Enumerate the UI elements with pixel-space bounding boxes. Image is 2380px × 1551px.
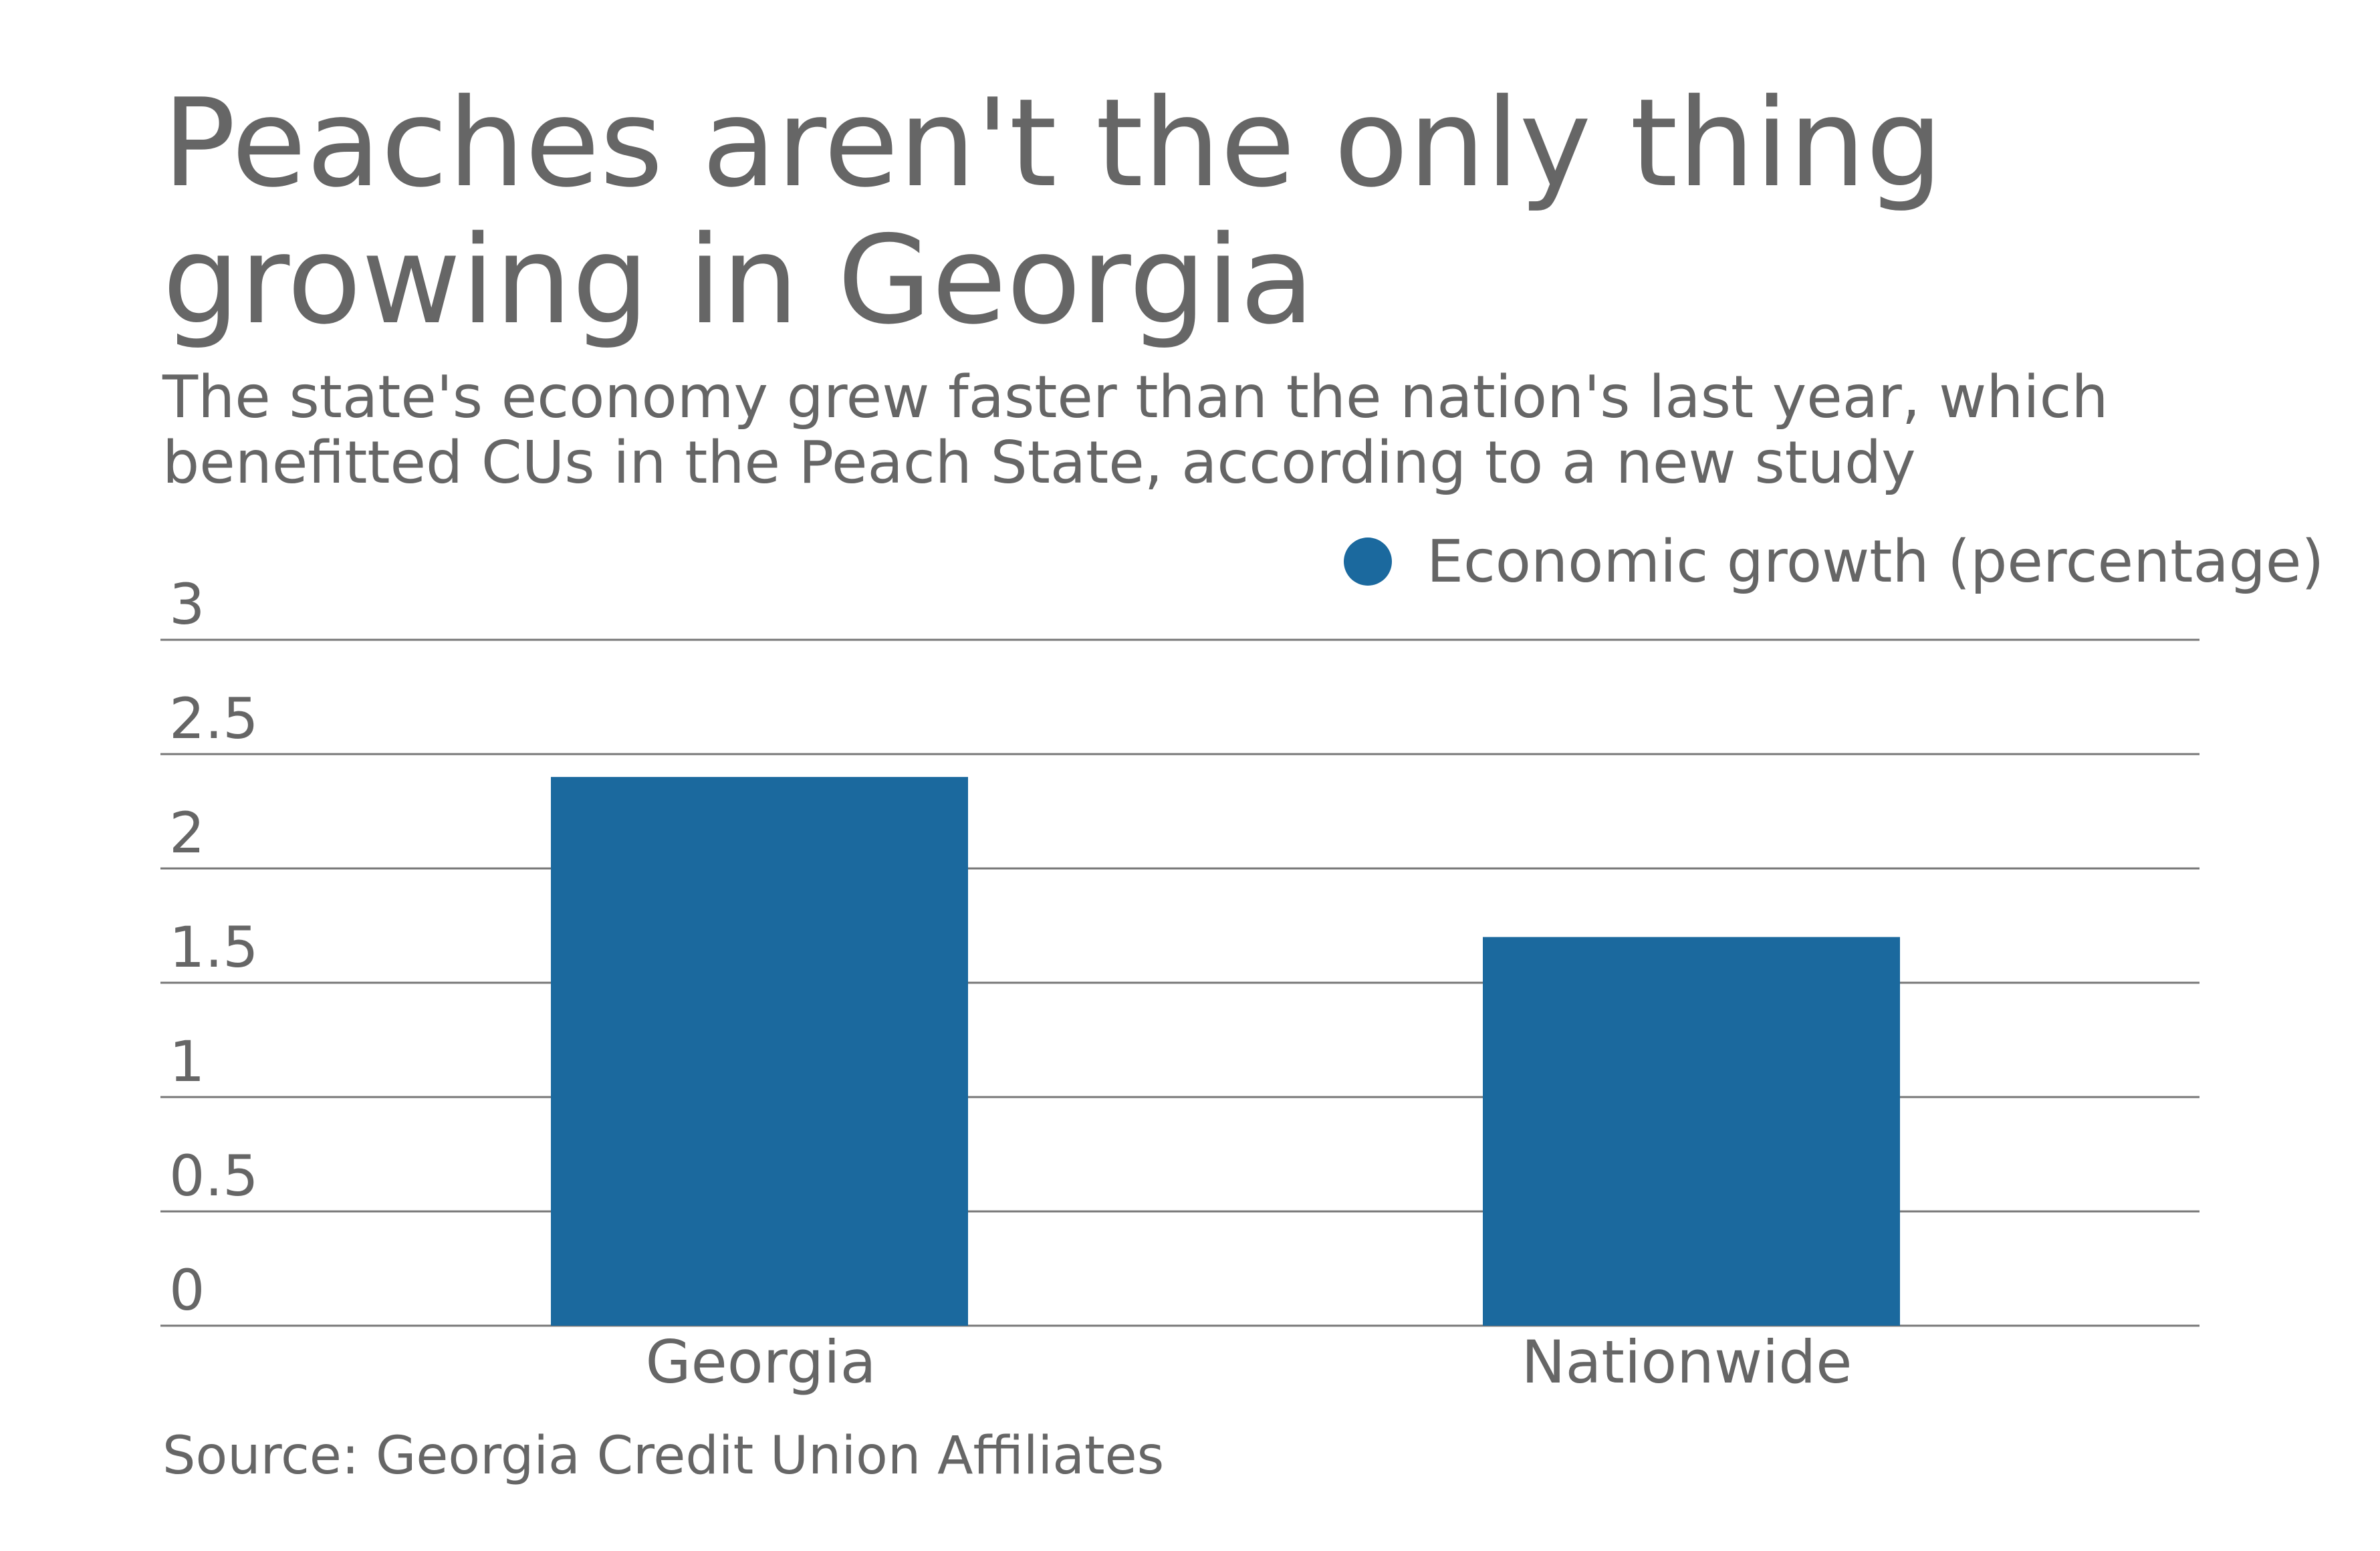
bar-georgia xyxy=(551,777,968,1326)
y-tick-label-3: 3 xyxy=(169,572,205,637)
y-tick-label-2-5: 2.5 xyxy=(169,686,259,751)
legend-swatch-economic-growth xyxy=(1344,538,1392,586)
y-tick-label-2: 2 xyxy=(169,800,205,866)
legend-label-economic-growth: Economic growth (percentage) xyxy=(1427,527,2325,596)
y-tick-label-1: 1 xyxy=(169,1029,205,1094)
y-tick-label-0: 0 xyxy=(169,1258,205,1323)
bar-nationwide xyxy=(1483,937,1900,1326)
chart-subtitle: The state's economy grew faster than the… xyxy=(162,363,2109,497)
y-tick-label-0-5: 0.5 xyxy=(169,1143,259,1209)
x-tick-label-nationwide: Nationwide xyxy=(1522,1328,1853,1397)
legend: Economic growth (percentage) xyxy=(1344,521,2324,602)
chart-title: Peaches aren't the only thing growing in… xyxy=(162,72,1943,351)
x-tick-label-georgia: Georgia xyxy=(645,1328,876,1397)
source-note: Source: Georgia Credit Union Affiliates xyxy=(162,1426,1165,1486)
y-tick-label-1-5: 1.5 xyxy=(169,915,259,980)
